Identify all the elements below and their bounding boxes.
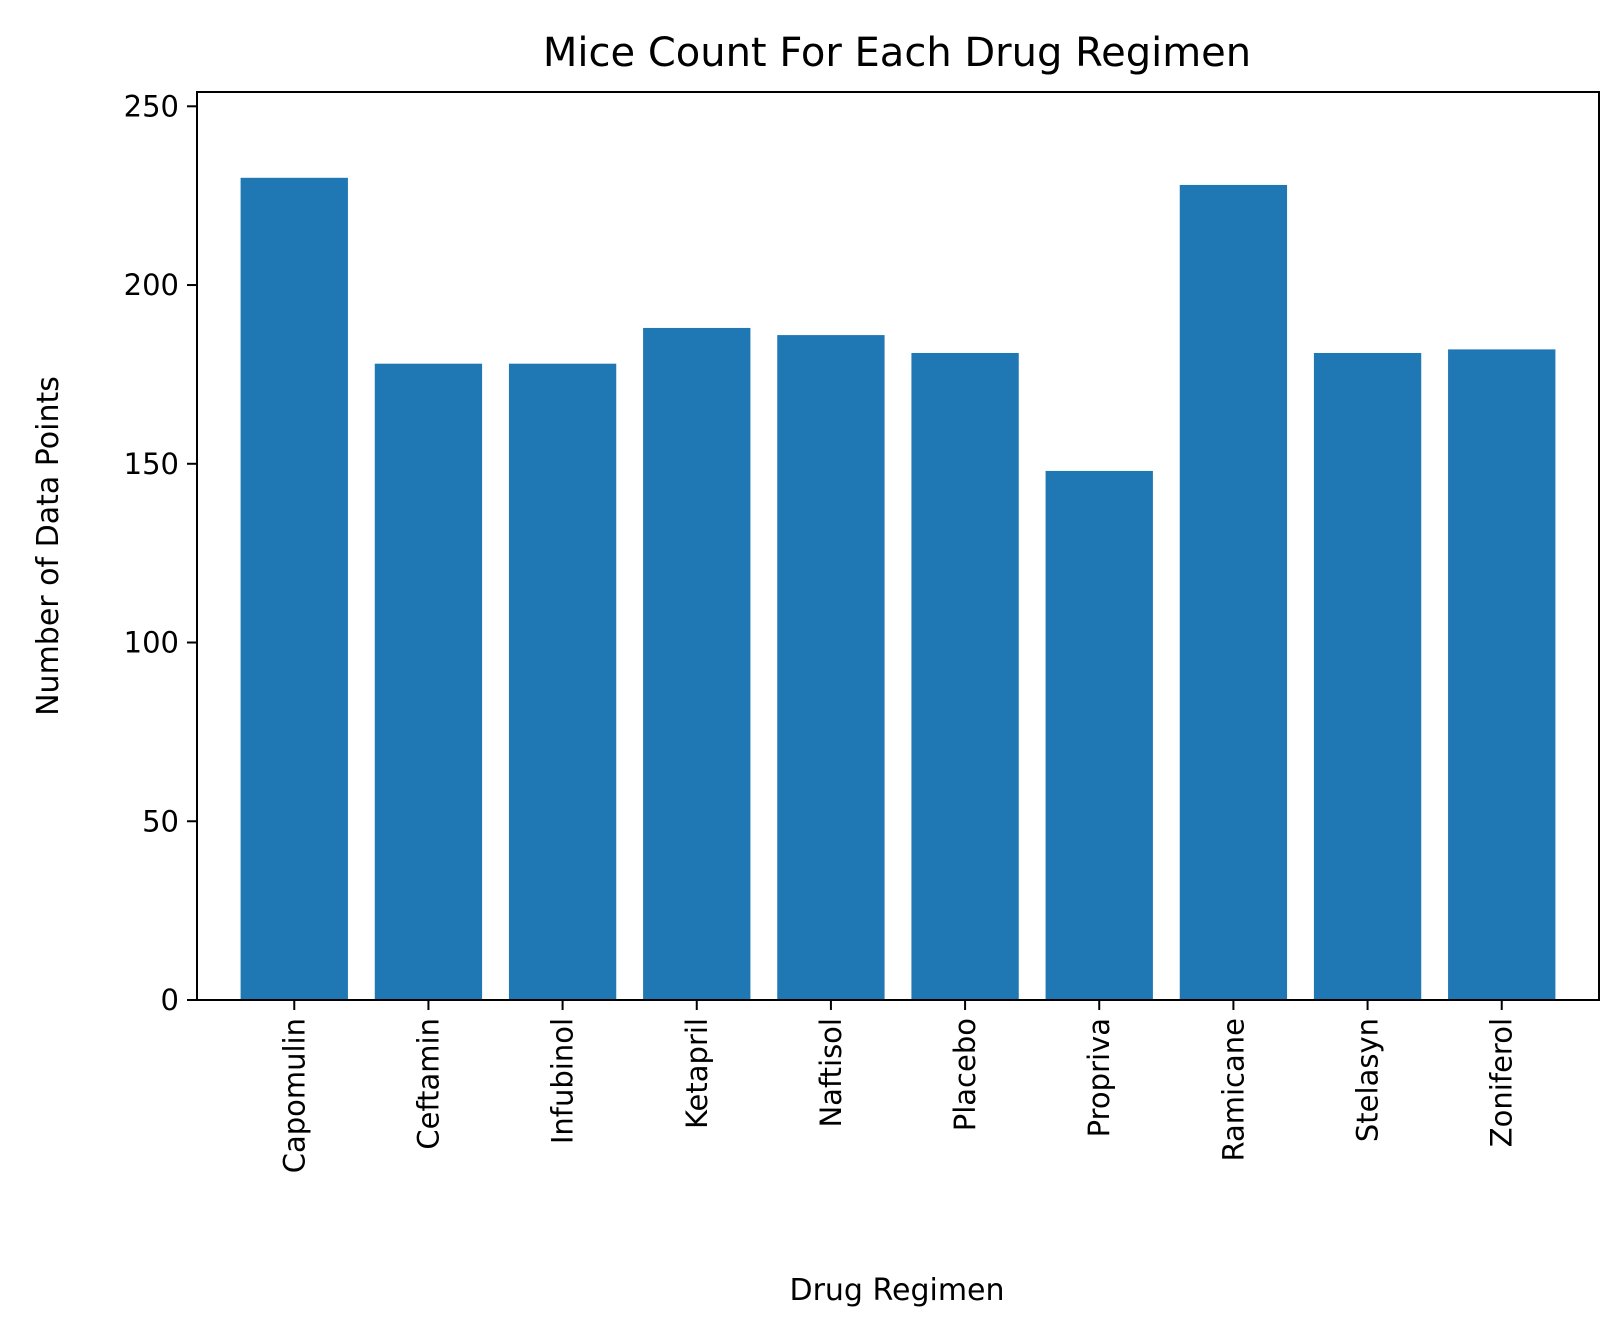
y-tick-label: 150 [124,447,179,481]
x-tick-label: Propriva [1082,1018,1116,1137]
bar-ramicane [1179,184,1288,1000]
chart-title: Mice Count For Each Drug Regimen [543,30,1251,76]
bar-zoniferol [1448,349,1556,1000]
y-tick-label: 0 [161,983,179,1017]
plot-frame [196,91,1600,1001]
x-tick-label: Infubinol [546,1018,580,1144]
bar-placebo [911,352,1019,1001]
bar-ceftamin [374,363,483,1000]
bar-infubinol [508,363,617,1000]
x-tick-label: Ketapril [680,1018,714,1129]
x-tick-label: Zoniferol [1485,1018,1519,1147]
y-tick-label: 100 [124,626,179,660]
bar-stelasyn [1313,352,1422,1001]
bar-naftisol [777,335,885,1001]
bars-group [240,177,1556,1001]
y-tick-label: 50 [142,804,179,838]
y-tick-label: 200 [124,268,179,302]
x-axis-label: Drug Regimen [789,1273,1004,1308]
x-tick-label: Capomulin [277,1018,311,1173]
x-tick-label: Stelasyn [1351,1018,1385,1142]
x-tick-label: Placebo [948,1018,982,1131]
bar-ketapril [643,327,751,1000]
x-tick-label: Ceftamin [411,1018,445,1150]
x-tick-label: Naftisol [814,1018,848,1128]
y-tick-label: 250 [124,89,179,123]
x-tick-label: Ramicane [1216,1018,1250,1162]
bar-capomulin [240,177,348,1001]
y-axis-label: Number of Data Points [31,376,66,716]
bar-propriva [1045,470,1153,1000]
ticks-group: Capomulin Ceftamin Infubinol Ketapril Naftis… [124,89,1519,1173]
